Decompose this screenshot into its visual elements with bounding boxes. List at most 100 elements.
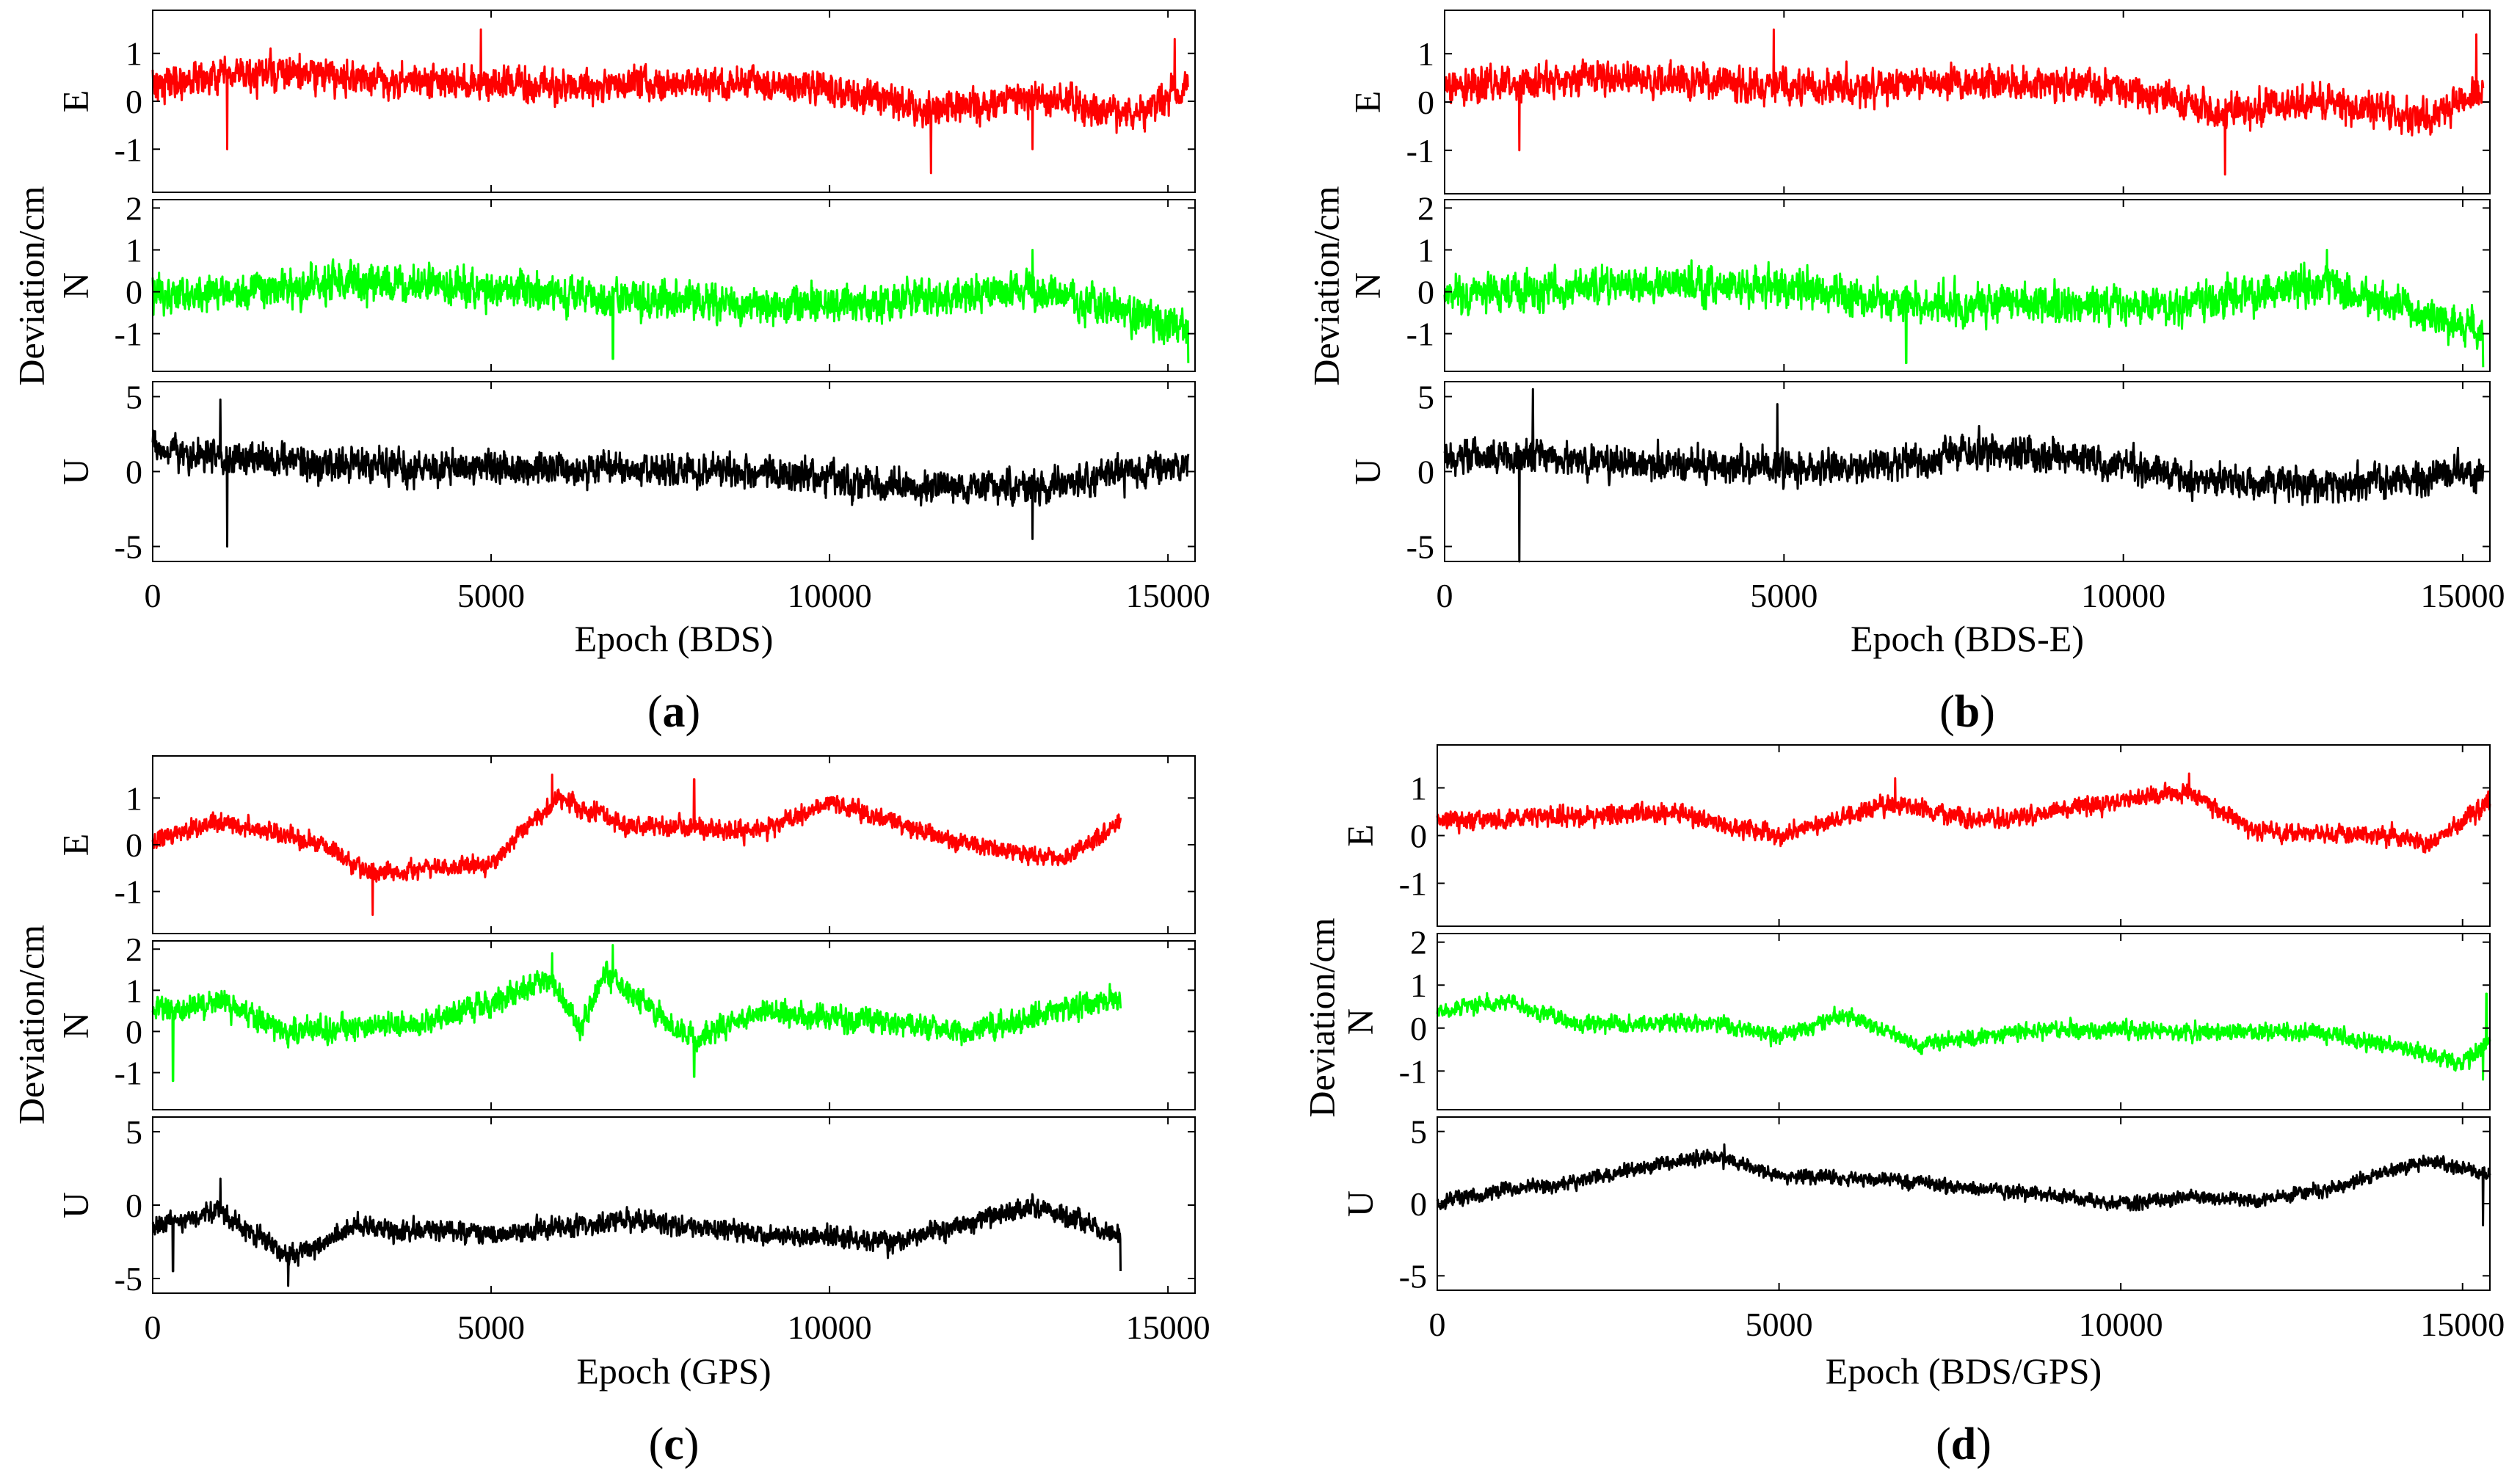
axes-box — [1437, 933, 2491, 1110]
y-tick-label: -5 — [1406, 528, 1434, 566]
x-tick-label: 5000 — [1746, 1306, 1813, 1343]
component-label-u: U — [54, 458, 95, 484]
series-line-n — [151, 944, 1122, 1083]
x-tick-label: 0 — [1429, 1306, 1446, 1343]
y-tick-label: 1 — [1417, 231, 1434, 269]
series-line-u — [1443, 388, 2485, 563]
y-axis-label: Deviation/cm — [10, 186, 51, 385]
y-tick-label: -1 — [115, 316, 142, 353]
x-axis-label: Epoch (BDS/GPS) — [1826, 1350, 2102, 1392]
x-tick-label: 0 — [1437, 577, 1453, 614]
panel-label: (d) — [1936, 1419, 1991, 1469]
axes-box — [1437, 1116, 2491, 1291]
component-label-e: E — [1339, 824, 1380, 847]
x-tick-label: 15000 — [1126, 577, 1210, 614]
y-tick-label: 0 — [1410, 1010, 1427, 1047]
component-label-e: E — [1346, 91, 1387, 114]
y-tick-label: -5 — [115, 1260, 142, 1298]
subplot-n: -1 0 1 2 N — [1346, 189, 2491, 372]
series-line-e — [1436, 772, 2491, 854]
subplot-e: -1 0 1 E — [1346, 10, 2491, 194]
axes-box — [152, 199, 1196, 372]
component-label-e: E — [54, 834, 95, 856]
y-tick-label: 1 — [126, 35, 142, 73]
series-line-u — [151, 399, 1190, 548]
y-tick-label: 0 — [126, 274, 142, 311]
panel-label: (a) — [647, 687, 700, 737]
y-tick-label: 0 — [126, 83, 142, 120]
y-tick-label: -1 — [115, 873, 142, 911]
y-tick-label: 1 — [1410, 967, 1427, 1004]
y-tick-label: 1 — [1417, 35, 1434, 73]
y-tick-label: 0 — [1417, 274, 1434, 311]
y-tick-label: 1 — [126, 779, 142, 817]
series-line-u — [151, 1177, 1122, 1287]
x-tick-label: 0 — [145, 1309, 161, 1346]
axes-box — [152, 940, 1196, 1110]
component-label-n: N — [1346, 272, 1387, 299]
component-label-u: U — [54, 1192, 95, 1218]
y-axis-label: Deviation/cm — [1305, 186, 1346, 385]
y-tick-label: 2 — [126, 189, 142, 227]
y-tick-label: -5 — [1399, 1257, 1427, 1295]
subplot-e: -1 0 1 E — [1339, 744, 2491, 927]
series-line-e — [151, 774, 1122, 916]
y-tick-label: 1 — [126, 231, 142, 269]
subplot-u: -5 0 5 U — [54, 1113, 1196, 1298]
component-label-n: N — [1339, 1008, 1380, 1035]
y-tick-label: -1 — [1406, 132, 1434, 170]
y-tick-label: 5 — [1410, 1113, 1427, 1151]
panel-label: (c) — [649, 1419, 700, 1469]
y-tick-label: 0 — [126, 1187, 142, 1224]
subplot-u: -5 0 5 U — [1346, 378, 2491, 566]
series-line-n — [1436, 992, 2491, 1081]
y-tick-label: 2 — [126, 931, 142, 968]
x-tick-label: 15000 — [2421, 577, 2505, 614]
component-label-n: N — [54, 1012, 95, 1039]
y-tick-label: -5 — [115, 528, 142, 566]
subplot-n: -1 0 1 2 N — [54, 931, 1196, 1110]
component-label-u: U — [1339, 1190, 1380, 1217]
x-tick-label: 0 — [145, 577, 161, 614]
y-tick-label: -1 — [1406, 316, 1434, 353]
x-axis-label: Epoch (BDS) — [575, 618, 774, 659]
series-line-e — [1444, 28, 2485, 176]
subplot-n: -1 0 1 2 N — [54, 189, 1196, 372]
y-tick-label: -1 — [1399, 865, 1427, 903]
y-tick-label: 2 — [1410, 924, 1427, 961]
x-tick-label: 10000 — [788, 1309, 872, 1346]
y-tick-label: 5 — [126, 378, 142, 415]
y-tick-label: 1 — [1410, 770, 1427, 807]
subplot-u: -5 0 5 U — [1339, 1113, 2491, 1295]
y-tick-label: 0 — [1417, 84, 1434, 121]
axes-box — [1444, 381, 2491, 562]
y-tick-label: 0 — [126, 454, 142, 491]
y-tick-label: 0 — [126, 826, 142, 864]
x-axis-label: Epoch (GPS) — [576, 1350, 771, 1392]
subplot-u: -5 0 5 U — [54, 378, 1196, 566]
y-axis-label: Deviation/cm — [10, 925, 51, 1124]
component-label-u: U — [1346, 458, 1387, 484]
series-line-e — [151, 28, 1190, 175]
x-tick-label: 10000 — [2081, 577, 2165, 614]
x-tick-label: 10000 — [788, 577, 872, 614]
component-label-e: E — [54, 90, 95, 113]
y-tick-label: 5 — [1417, 378, 1434, 415]
x-axis-label: Epoch (BDS-E) — [1851, 618, 2084, 659]
subplot-e: -1 0 1 E — [54, 10, 1196, 193]
x-tick-label: 5000 — [457, 577, 525, 614]
y-tick-label: 5 — [126, 1113, 142, 1151]
series-line-n — [1443, 249, 2485, 368]
y-tick-label: -1 — [1399, 1052, 1427, 1090]
y-tick-label: 2 — [1417, 189, 1434, 227]
y-axis-label: Deviation/cm — [1301, 917, 1342, 1117]
y-tick-label: 0 — [1410, 818, 1427, 855]
subplot-e: -1 0 1 E — [54, 755, 1196, 934]
y-tick-label: -1 — [115, 1055, 142, 1092]
series-line-u — [1436, 1143, 2491, 1226]
